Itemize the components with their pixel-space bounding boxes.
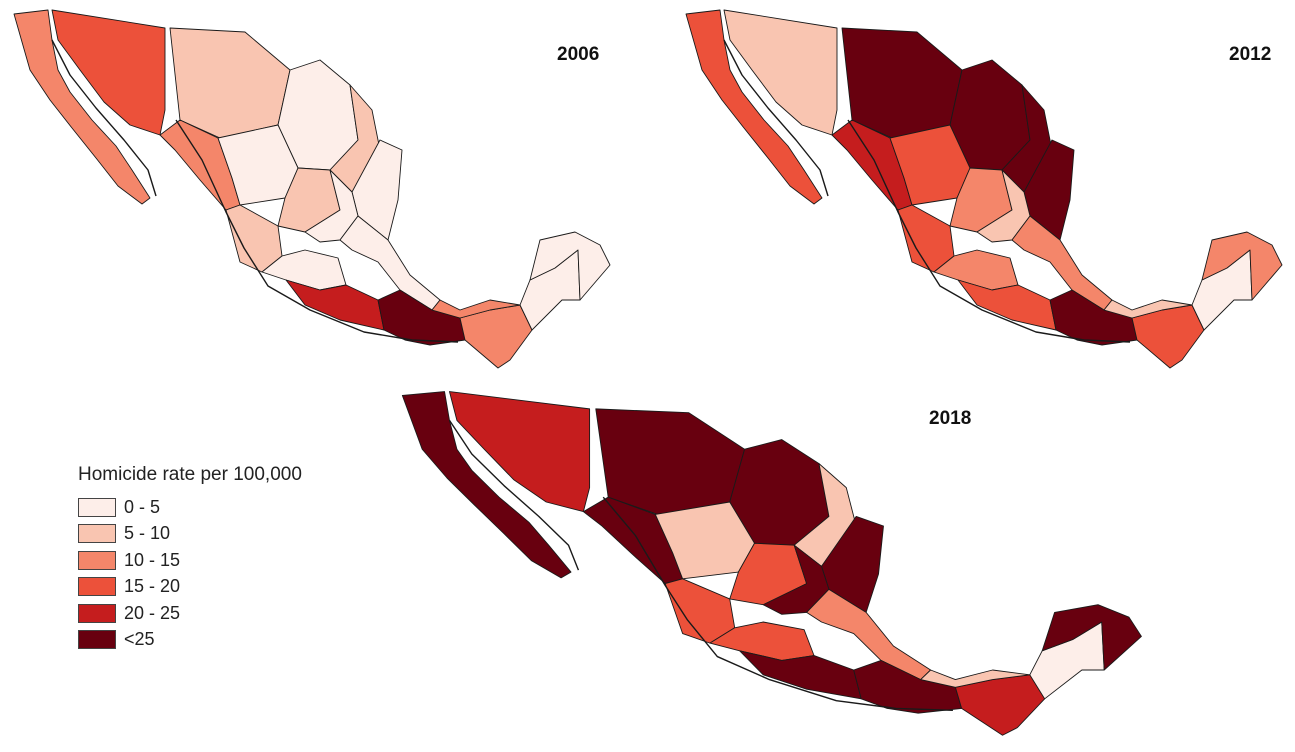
legend-item: 15 - 20 (78, 574, 302, 601)
legend-item: 5 - 10 (78, 521, 302, 548)
legend-item: 0 - 5 (78, 494, 302, 521)
coastline (52, 40, 156, 196)
legend-label: 10 - 15 (124, 549, 181, 570)
state-region (686, 10, 822, 204)
legend-label: 0 - 5 (124, 496, 161, 517)
legend-title: Homicide rate per 100,000 (78, 464, 302, 485)
state-region (763, 545, 829, 614)
state-region (226, 205, 282, 272)
coastline (449, 420, 578, 570)
map-2012 (686, 10, 1282, 368)
state-region (842, 28, 962, 138)
state-region (1104, 300, 1192, 318)
state-region (449, 392, 589, 512)
state-region (1042, 605, 1141, 670)
legend-label: 5 - 10 (124, 523, 171, 544)
state-region (1202, 232, 1282, 300)
legend-swatch (78, 630, 116, 650)
coastline (724, 40, 828, 196)
map-2006 (14, 10, 610, 368)
legend-swatch (78, 577, 116, 597)
year-label-2018: 2018 (929, 408, 972, 429)
coastline (848, 120, 1130, 342)
state-region (170, 28, 290, 138)
state-region (402, 392, 571, 578)
coastline (603, 497, 953, 710)
state-region (665, 579, 734, 643)
state-region (14, 10, 150, 204)
year-label-2006: 2006 (557, 44, 600, 65)
map-2018 (402, 392, 1141, 736)
state-region (530, 232, 610, 300)
legend-swatch (78, 497, 116, 517)
state-region (52, 10, 165, 135)
state-region (305, 170, 358, 242)
state-region (724, 10, 837, 135)
legend-label: <25 (124, 629, 155, 650)
state-region (921, 670, 1030, 687)
year-label-2012: 2012 (1229, 44, 1272, 65)
legend-swatch (78, 550, 116, 570)
state-region (432, 300, 520, 318)
legend: Homicide rate per 100,000 0 - 5 5 - 10 1… (78, 464, 302, 653)
coastline (176, 120, 458, 342)
state-region (898, 205, 954, 272)
legend-item: 10 - 15 (78, 547, 302, 574)
legend-item: <25 (78, 627, 302, 654)
legend-label: 15 - 20 (124, 576, 181, 597)
state-region (596, 409, 745, 515)
state-region (977, 170, 1030, 242)
legend-label: 20 - 25 (124, 602, 181, 623)
legend-swatch (78, 603, 116, 623)
legend-item: 20 - 25 (78, 600, 302, 627)
legend-swatch (78, 524, 116, 544)
